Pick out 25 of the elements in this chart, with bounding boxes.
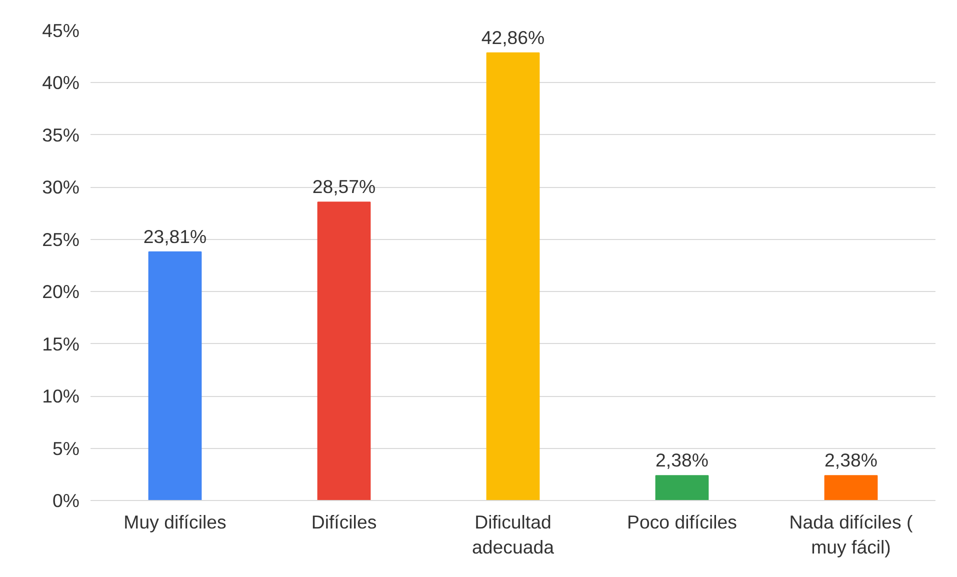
x-tick-label: Muy difíciles bbox=[124, 512, 226, 532]
data-label: 42,86% bbox=[481, 26, 545, 48]
x-tick-label: Dificultad adecuada bbox=[472, 512, 555, 558]
y-tick-label: 0% bbox=[52, 490, 80, 511]
x-tick-label: Difíciles bbox=[311, 512, 377, 532]
bar bbox=[824, 475, 878, 500]
data-label: 23,81% bbox=[143, 226, 207, 247]
y-tick-label: 5% bbox=[52, 438, 80, 459]
y-tick-label: 15% bbox=[42, 333, 80, 354]
bar bbox=[317, 202, 371, 500]
data-label: 2,38% bbox=[824, 450, 878, 471]
y-tick-label: 40% bbox=[42, 72, 80, 94]
y-tick-label: 35% bbox=[42, 124, 80, 146]
y-tick-label: 30% bbox=[42, 176, 80, 198]
bar bbox=[148, 251, 202, 500]
y-tick-label: 10% bbox=[42, 386, 80, 407]
y-tick-label: 45% bbox=[42, 20, 80, 41]
data-label: 28,57% bbox=[312, 176, 376, 198]
y-tick-label: 20% bbox=[42, 281, 80, 302]
x-tick-label: Nada difíciles ( muy fácil) bbox=[789, 512, 914, 558]
data-label: 2,38% bbox=[656, 450, 708, 471]
y-tick-label: 25% bbox=[42, 228, 80, 250]
bar bbox=[655, 475, 709, 500]
bar bbox=[486, 52, 540, 500]
x-tick-label: Poco difíciles bbox=[627, 512, 737, 532]
